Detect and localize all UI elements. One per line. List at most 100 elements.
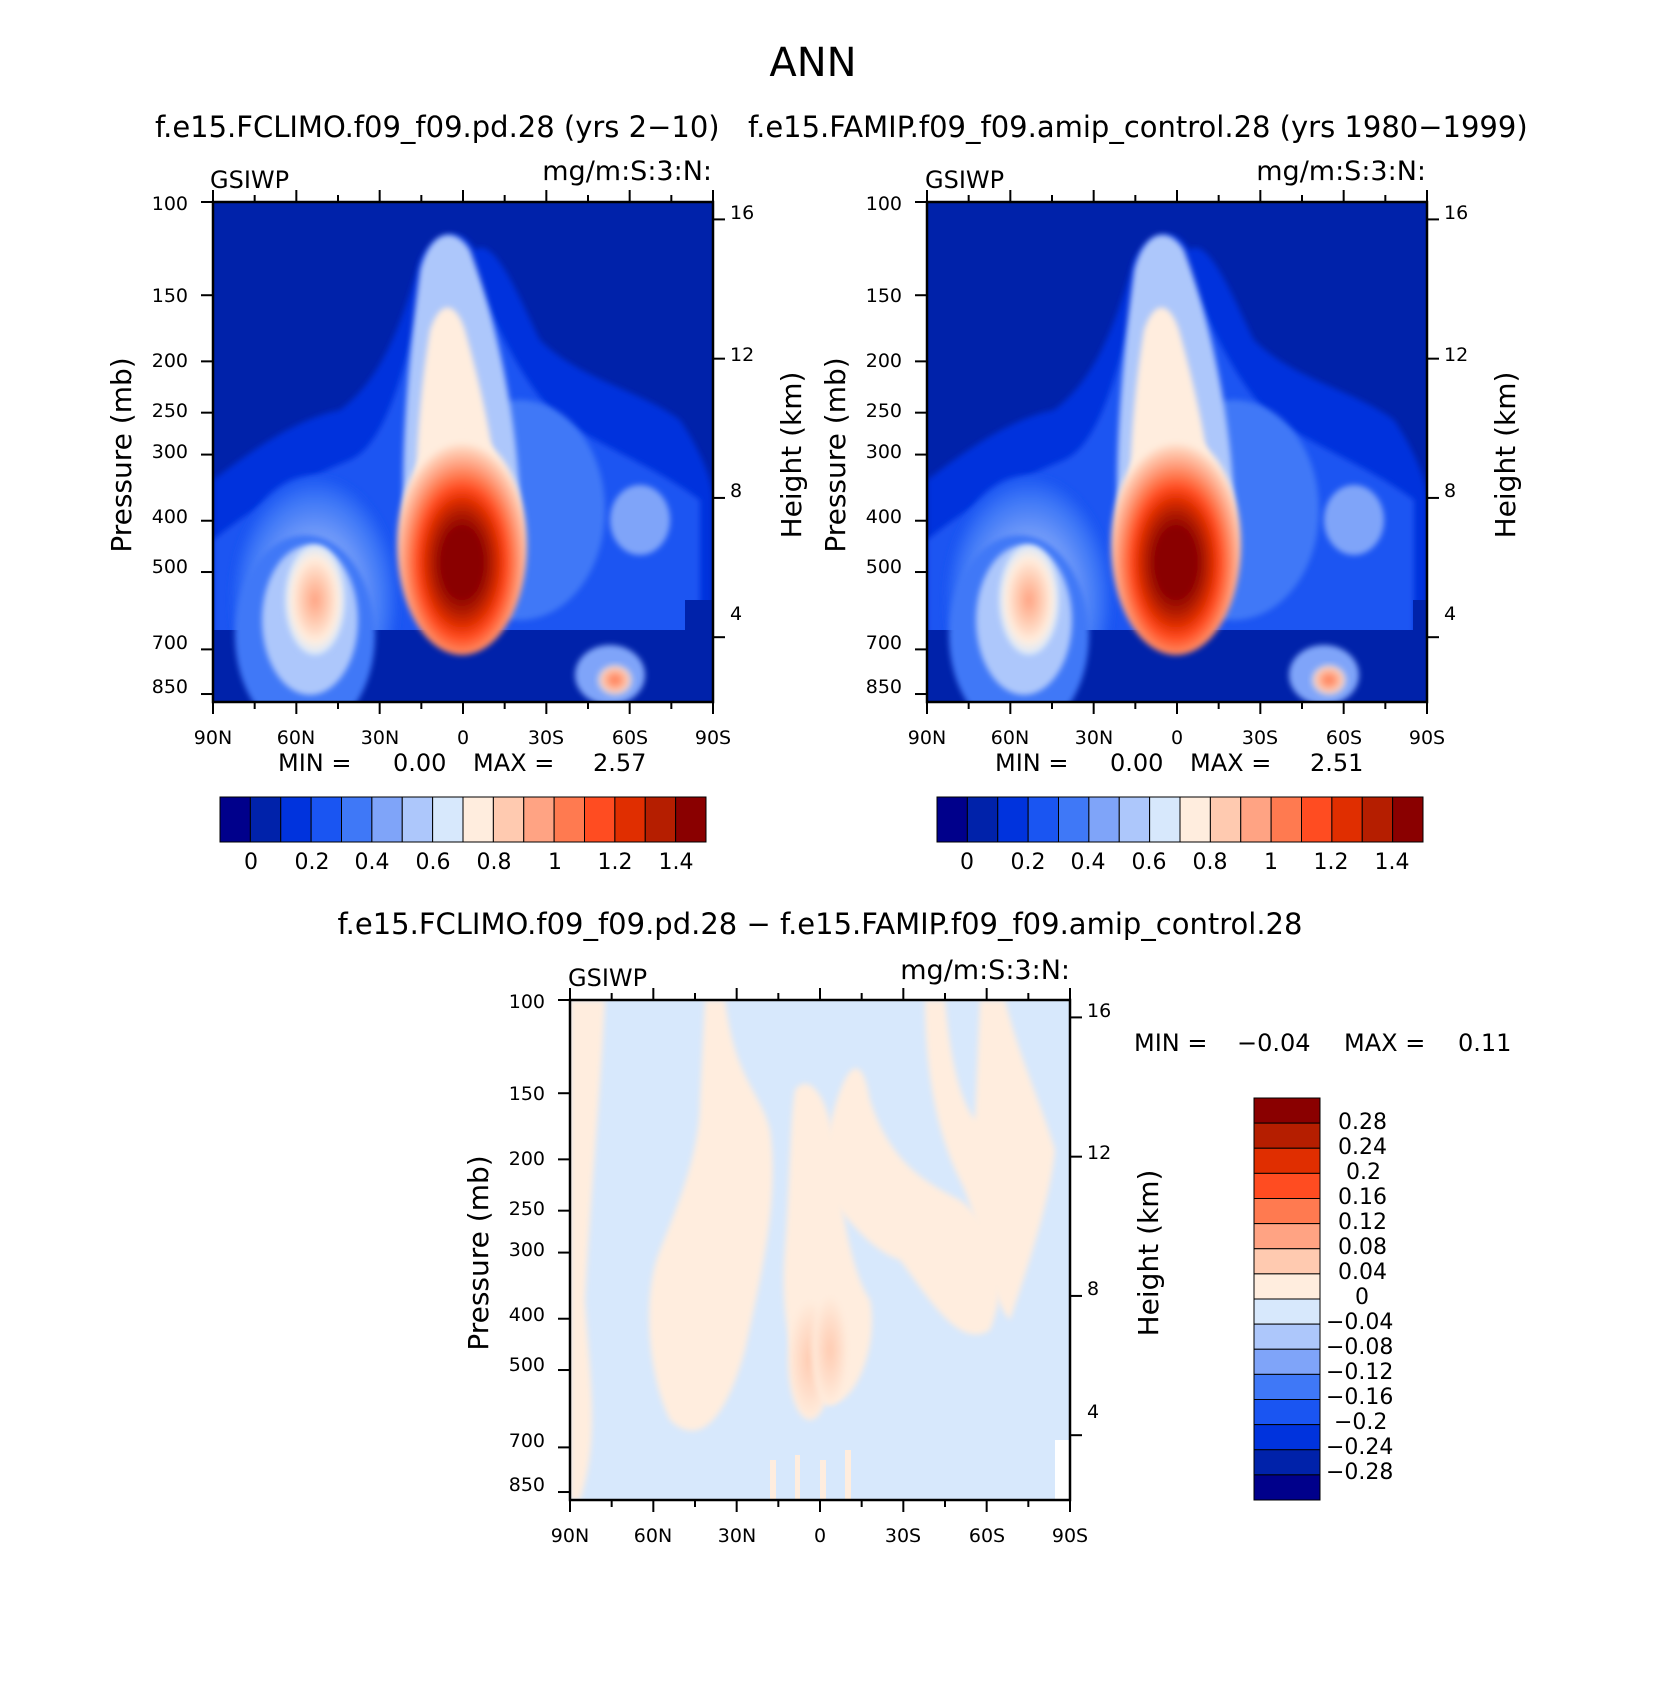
y-tick-label: 100: [866, 193, 902, 215]
colorbar-label: −0.12: [1326, 1360, 1393, 1385]
colorbar-label: −0.28: [1326, 1460, 1393, 1485]
colorbar-label: 0.2: [1346, 1160, 1381, 1185]
x-tick-label: 30S: [885, 1525, 921, 1547]
colorbar-swatch: [432, 796, 464, 843]
y-right-tick-label: 16: [1444, 202, 1468, 224]
panel-2-y-right-axis-label: Height (km): [1489, 372, 1522, 539]
colorbar-swatch: [1270, 796, 1302, 843]
panel-3-colorbar: [1253, 1097, 1321, 1501]
y-right-tick-label: 4: [1087, 1401, 1099, 1423]
colorbar-label: 0.08: [1338, 1235, 1387, 1260]
x-tick-label: 60S: [969, 1525, 1005, 1547]
colorbar-swatch: [1253, 1248, 1321, 1275]
panel-2-units-label: mg/m:S:3:N:: [1256, 156, 1426, 187]
colorbar-swatch: [280, 796, 312, 843]
panel-3-title: f.e15.FCLIMO.f09_f09.pd.28 − f.e15.FAMIP…: [338, 907, 1303, 941]
panel-1-y-right-axis-label: Height (km): [775, 372, 808, 539]
colorbar-swatch: [1253, 1399, 1321, 1426]
y-right-tick-label: 8: [1087, 1278, 1099, 1300]
x-tick-label: 30N: [361, 727, 399, 749]
colorbar-label: 0.6: [416, 850, 451, 875]
colorbar-swatch: [1253, 1449, 1321, 1476]
panel-2-max-label: MAX =: [1190, 749, 1271, 777]
y-tick-label: 300: [866, 441, 902, 463]
colorbar-swatch: [523, 796, 555, 843]
y-tick-label: 150: [509, 1083, 545, 1105]
panel-2-min-value: 0.00: [1110, 749, 1163, 777]
panel-3-field: [570, 1000, 1070, 1500]
figure-title: ANN: [769, 40, 856, 86]
y-tick-label: 100: [152, 193, 188, 215]
colorbar-label: 0: [960, 850, 974, 875]
panel-1-variable-label: GSIWP: [210, 166, 289, 194]
colorbar-swatch: [1253, 1097, 1321, 1124]
colorbar-label: 1: [1264, 850, 1278, 875]
y-tick-label: 850: [509, 1474, 545, 1496]
panel-1-max-value: 2.57: [593, 749, 646, 777]
colorbar-swatch: [553, 796, 585, 843]
y-tick-label: 500: [509, 1354, 545, 1376]
panel-3-max-value: 0.11: [1458, 1029, 1511, 1057]
x-tick-label: 60N: [634, 1525, 672, 1547]
colorbar-swatch: [1253, 1424, 1321, 1451]
y-tick-label: 200: [509, 1148, 545, 1170]
panel-1-field: [213, 202, 713, 702]
y-tick-label: 150: [866, 285, 902, 307]
colorbar-swatch: [1253, 1348, 1321, 1375]
panel-1-title: f.e15.FCLIMO.f09_f09.pd.28 (yrs 2−10): [155, 110, 720, 144]
colorbar-label: 0.28: [1338, 1110, 1387, 1135]
colorbar-swatch: [1088, 796, 1120, 843]
y-tick-label: 700: [509, 1430, 545, 1452]
panel-2-tick-marks: [915, 190, 1439, 714]
y-tick-label: 400: [509, 1304, 545, 1326]
x-tick-label: 60S: [1326, 727, 1362, 749]
colorbar-swatch: [997, 796, 1029, 843]
colorbar-swatch: [966, 796, 999, 843]
y-right-tick-label: 8: [1444, 480, 1456, 502]
y-right-tick-label: 12: [730, 344, 754, 366]
y-tick-label: 300: [152, 441, 188, 463]
panel-1: f.e15.FCLIMO.f09_f09.pd.28 (yrs 2−10) GS…: [105, 110, 808, 875]
colorbar-label: 0.24: [1338, 1135, 1387, 1160]
x-tick-label: 90N: [194, 727, 232, 749]
colorbar-swatch: [462, 796, 494, 843]
panel-3-min-label: MIN =: [1134, 1029, 1207, 1057]
x-tick-label: 30N: [718, 1525, 756, 1547]
panel-2-y-axis-label: Pressure (mb): [819, 357, 852, 552]
colorbar-swatch: [1058, 796, 1090, 843]
panel-1-tick-marks: [201, 190, 725, 714]
panel-2-title: f.e15.FAMIP.f09_f09.amip_control.28 (yrs…: [748, 110, 1528, 144]
y-tick-label: 200: [866, 350, 902, 372]
panel-2-variable-label: GSIWP: [925, 166, 1004, 194]
y-tick-label: 200: [152, 350, 188, 372]
y-tick-label: 250: [509, 1198, 545, 1220]
x-tick-label: 0: [814, 1525, 826, 1547]
panel-3-colorbar-labels: 0.28 0.24 0.2 0.16 0.12 0.08 0.04 0 −0.0…: [1326, 1110, 1393, 1485]
colorbar-swatch: [310, 796, 342, 843]
panel-1-min-value: 0.00: [393, 749, 446, 777]
x-tick-label: 90N: [908, 727, 946, 749]
colorbar-swatch: [1361, 796, 1394, 843]
y-tick-label: 700: [866, 632, 902, 654]
colorbar-swatch: [1209, 796, 1242, 843]
y-tick-label: 500: [866, 556, 902, 578]
colorbar-swatch: [1253, 1323, 1321, 1350]
colorbar-label: 1.4: [659, 850, 694, 875]
panel-3-x-ticks: 90N 60N 30N 0 30S 60S 90S: [551, 1525, 1088, 1547]
panel-1-min-label: MIN =: [278, 749, 351, 777]
y-right-tick-label: 16: [1087, 1000, 1111, 1022]
panel-1-units-label: mg/m:S:3:N:: [542, 156, 712, 187]
colorbar-swatch: [1253, 1223, 1321, 1250]
colorbar-label: 1.4: [1375, 850, 1410, 875]
y-tick-label: 100: [509, 991, 545, 1013]
panel-3-tick-marks: [558, 988, 1082, 1512]
colorbar-swatch: [1331, 796, 1363, 843]
y-right-tick-label: 4: [730, 603, 742, 625]
colorbar-swatch: [1253, 1122, 1321, 1149]
x-tick-label: 90S: [695, 727, 731, 749]
x-tick-label: 0: [1171, 727, 1183, 749]
colorbar-swatch: [675, 796, 707, 843]
panel-2-colorbar: [936, 796, 1424, 843]
panel-3-y-right-axis-label: Height (km): [1132, 1170, 1165, 1337]
y-right-tick-label: 12: [1444, 344, 1468, 366]
